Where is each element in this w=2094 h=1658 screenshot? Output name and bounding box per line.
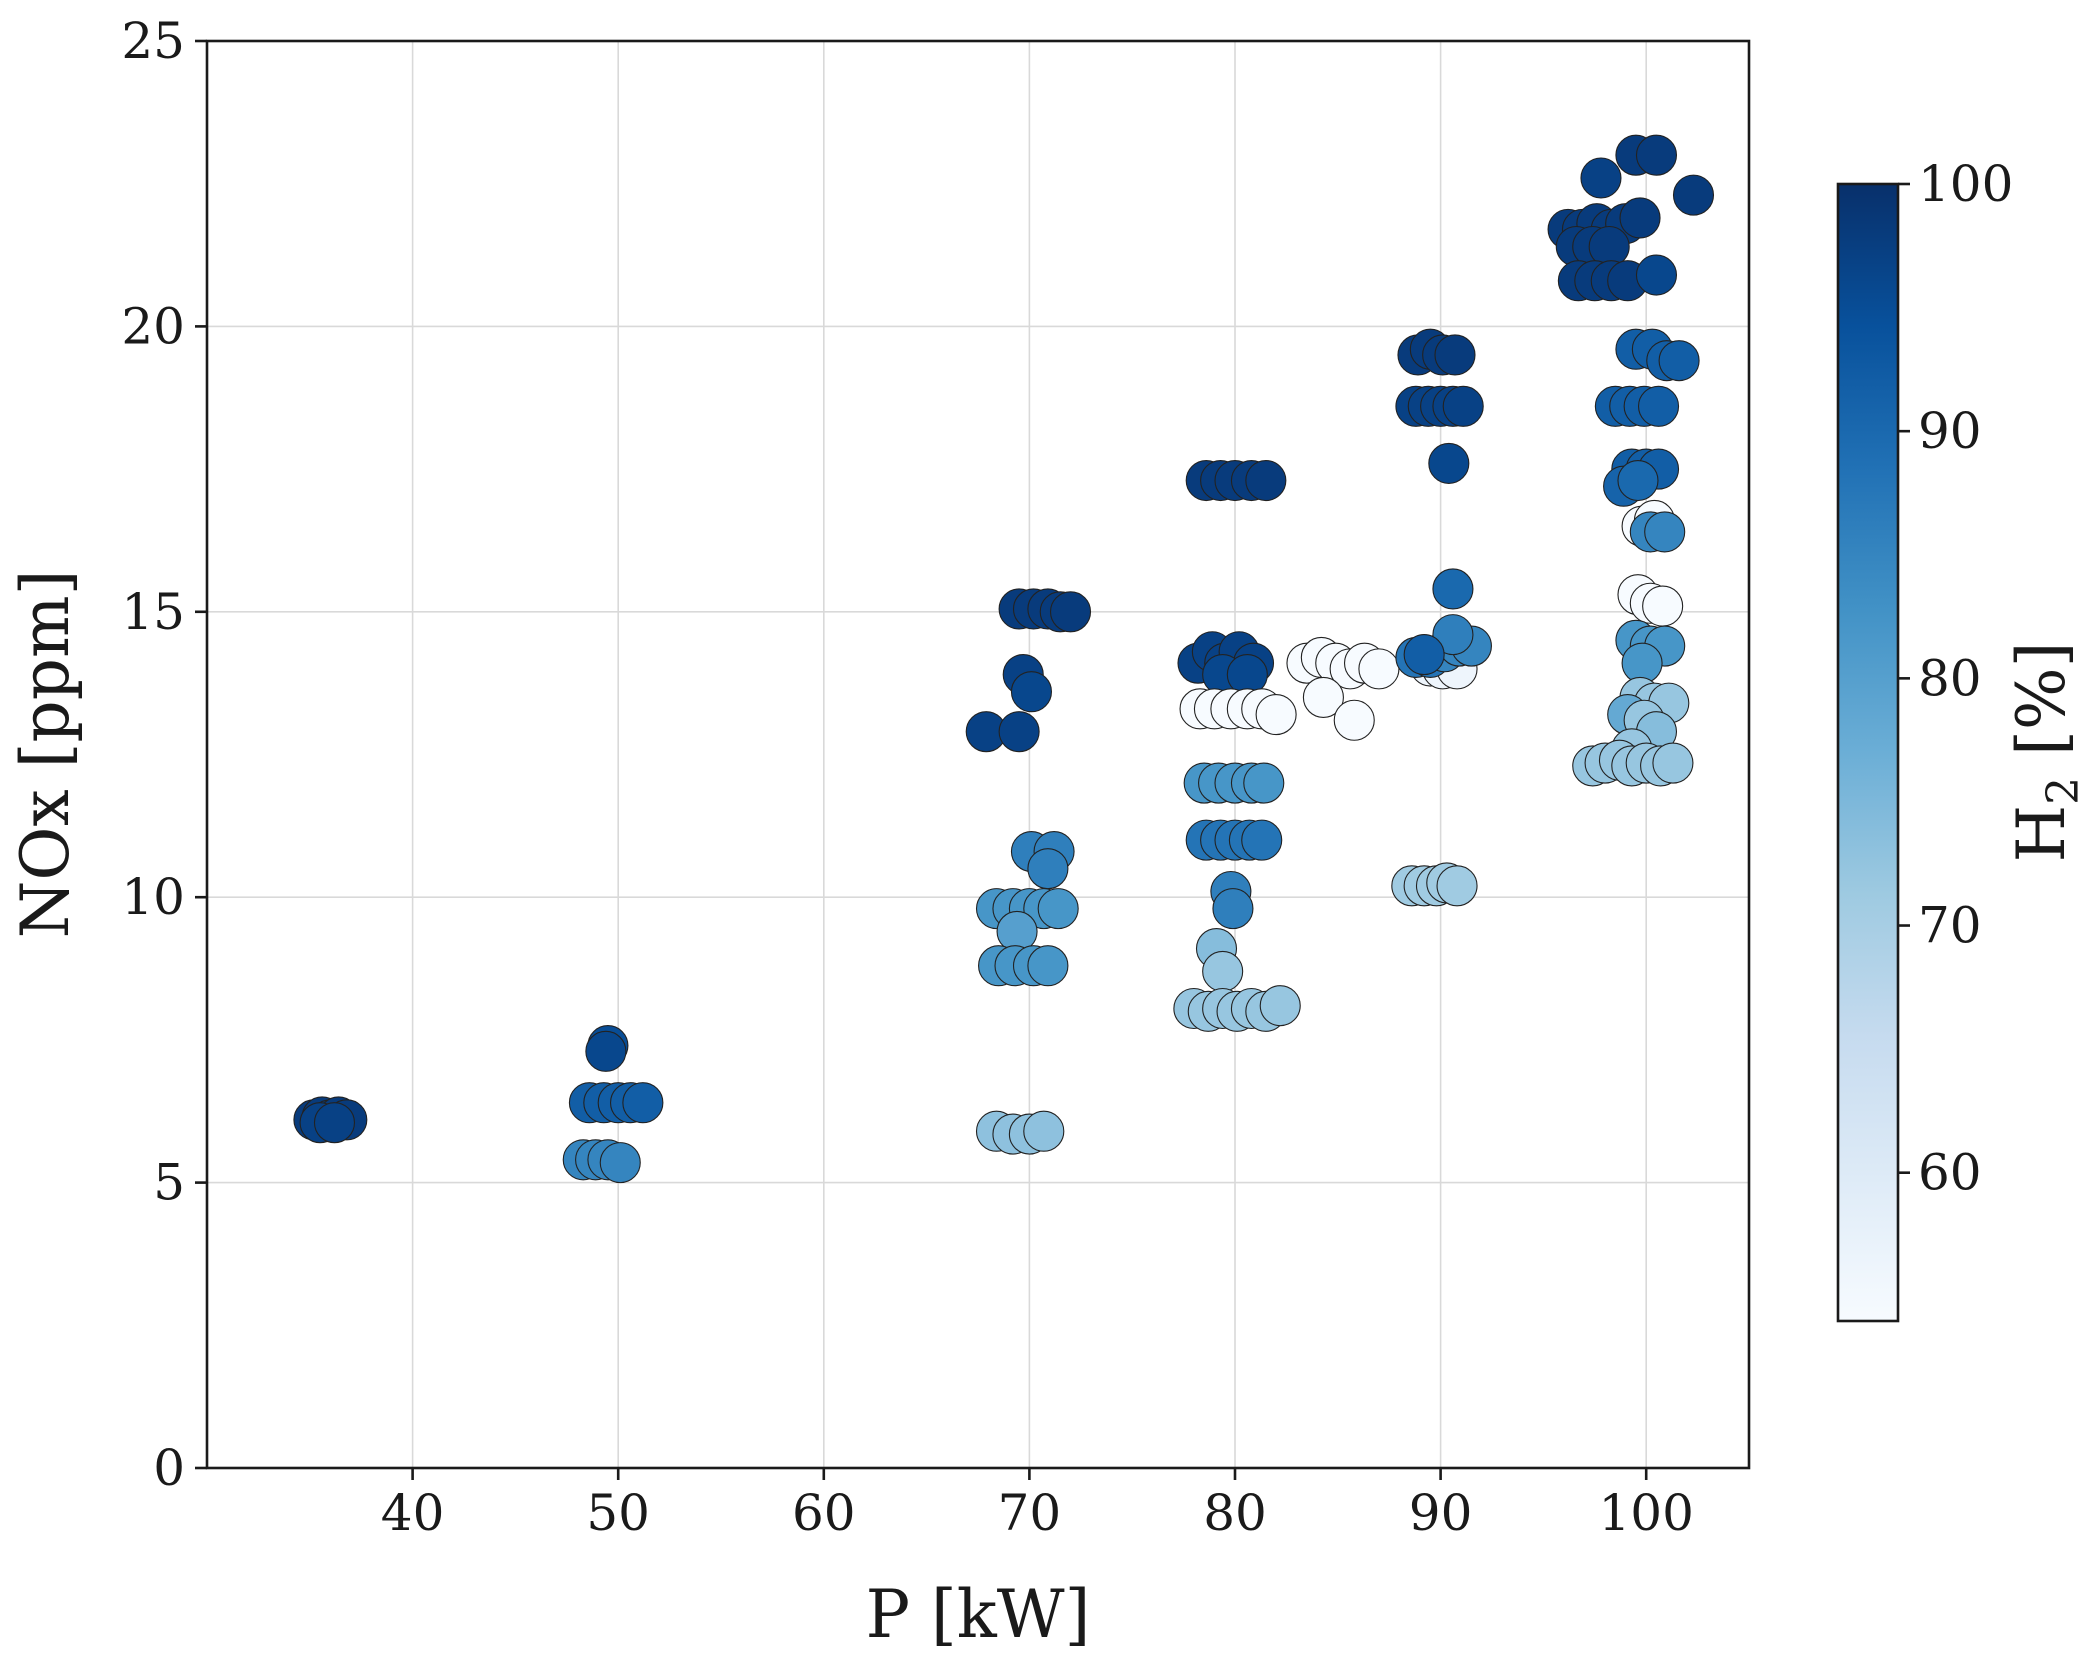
data-point	[313, 1102, 356, 1144]
colorbar-tick-label: 100	[1918, 155, 2013, 213]
data-point	[1023, 1110, 1065, 1152]
data-point	[1635, 254, 1678, 296]
data-point	[1635, 134, 1678, 176]
data-point	[1259, 985, 1301, 1027]
scatter-points	[293, 134, 1715, 1184]
colorbar-ticks: 60 70 80 90 100	[1898, 155, 2013, 1202]
grid	[207, 40, 1749, 1469]
series-group	[1547, 134, 1715, 787]
data-point	[585, 1030, 627, 1072]
colorbar-label-sub: 2	[2038, 777, 2089, 805]
series-group	[1173, 459, 1301, 1032]
colorbar-tick-label: 70	[1918, 897, 1982, 955]
data-point	[1580, 157, 1622, 199]
y-tick-label: 5	[153, 1154, 185, 1212]
data-point	[1658, 340, 1700, 382]
data-point	[1403, 634, 1445, 676]
data-point	[1010, 671, 1053, 713]
x-tick-label: 70	[998, 1484, 1062, 1542]
colorbar-gradient	[1836, 182, 1900, 1323]
data-point	[1243, 762, 1285, 804]
data-point	[1432, 568, 1474, 610]
data-point	[1432, 614, 1474, 656]
data-point	[1212, 888, 1254, 930]
x-tick-label: 90	[1409, 1484, 1473, 1542]
data-point	[599, 1142, 641, 1184]
colorbar-tick-label: 80	[1918, 649, 1982, 707]
x-tick-label: 80	[1203, 1484, 1267, 1542]
series-group	[293, 1096, 368, 1144]
data-point	[1027, 945, 1069, 987]
x-tick-label: 40	[381, 1484, 445, 1542]
data-point	[1037, 888, 1079, 930]
data-point	[1302, 676, 1344, 718]
data-point	[1637, 385, 1680, 427]
series-group	[1286, 636, 1400, 741]
x-axis: 40 50 60 70 80 90 100	[381, 1468, 1694, 1542]
data-point	[1434, 334, 1476, 376]
x-axis-label: P [kW]	[866, 1576, 1091, 1653]
colorbar-label-main: H	[2003, 805, 2080, 863]
data-point	[1428, 442, 1470, 484]
data-point	[1358, 648, 1400, 690]
data-point	[622, 1082, 664, 1124]
plot-frame	[205, 39, 1751, 1470]
data-point	[1027, 848, 1069, 890]
data-point	[1241, 819, 1283, 861]
y-tick-label: 25	[121, 12, 185, 70]
colorbar-label-unit: [%]	[2003, 642, 2080, 777]
y-tick-label: 20	[121, 297, 185, 355]
data-point	[1617, 459, 1659, 502]
data-point	[1245, 459, 1287, 502]
data-point	[1202, 950, 1244, 992]
y-tick-label: 15	[121, 583, 185, 641]
data-point	[1672, 174, 1715, 216]
data-point	[1619, 197, 1661, 239]
data-point	[1644, 511, 1686, 553]
data-point	[1255, 693, 1297, 736]
series-group	[965, 588, 1092, 1155]
x-tick-label: 100	[1598, 1484, 1693, 1542]
series-group	[562, 1025, 664, 1184]
data-point	[998, 711, 1040, 753]
y-tick-label: 0	[153, 1439, 185, 1497]
colorbar: 60 70 80 90 100 H2 [%]	[1836, 155, 2089, 1323]
colorbar-tick-label: 90	[1918, 402, 1982, 460]
series-group	[1391, 328, 1492, 907]
x-tick-label: 50	[586, 1484, 650, 1542]
data-point	[1642, 585, 1684, 627]
data-point	[1333, 699, 1375, 741]
y-tick-label: 10	[121, 868, 185, 926]
y-axis-label: NOx [ppm]	[7, 570, 84, 939]
y-axis: 0 5 10 15 20 25	[121, 12, 207, 1497]
data-point	[1436, 865, 1478, 907]
data-point	[1442, 385, 1484, 427]
data-point	[1652, 742, 1694, 784]
colorbar-label: H2 [%]	[2003, 642, 2089, 863]
x-tick-label: 60	[792, 1484, 856, 1542]
colorbar-tick-label: 60	[1918, 1144, 1982, 1202]
data-point	[1049, 591, 1092, 633]
